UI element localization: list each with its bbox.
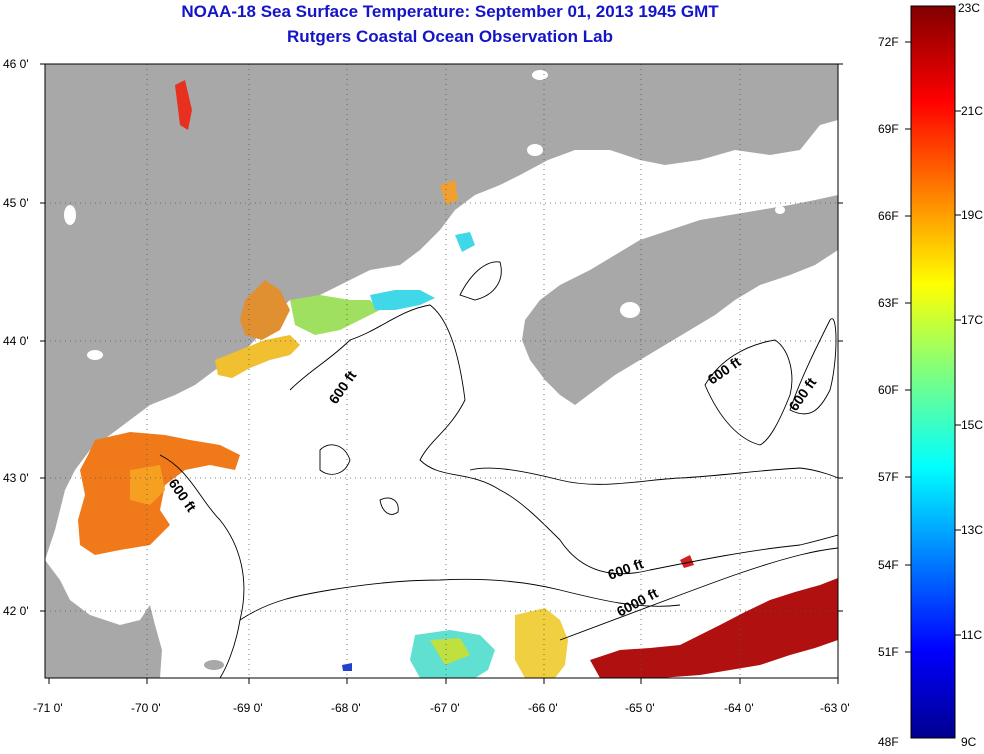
lon-label: -71 0' xyxy=(33,701,63,715)
lon-label: -64 0' xyxy=(724,701,754,715)
colorbar-f-label: 57F xyxy=(878,470,899,484)
colorbar-f-label: 51F xyxy=(878,645,899,659)
colorbar-c-label: 17C xyxy=(961,313,983,327)
cloud-specks xyxy=(64,70,785,360)
colorbar-f-label: 48F xyxy=(878,735,899,749)
colorbar-f-label: 54F xyxy=(878,558,899,572)
lon-label: -70 0' xyxy=(131,701,161,715)
land-cape-cod xyxy=(45,560,162,678)
lon-label: -68 0' xyxy=(331,701,361,715)
colorbar-c-label: 21C xyxy=(961,104,983,118)
colorbar-c-label: 15C xyxy=(961,418,983,432)
land-nova-scotia xyxy=(522,195,838,405)
colorbar-c-label: 13C xyxy=(961,523,983,537)
colorbar-c-label: 23C xyxy=(958,1,980,15)
bay-of-fundy xyxy=(560,165,790,272)
land-island xyxy=(204,660,224,670)
lon-label: -65 0' xyxy=(625,701,655,715)
colorbar-f-label: 66F xyxy=(878,209,899,223)
colorbar-f-label: 72F xyxy=(878,35,899,49)
lat-label: 45 0' xyxy=(3,196,29,210)
land-island xyxy=(106,667,134,677)
colorbar-c-label: 11C xyxy=(961,628,982,642)
sst-patches xyxy=(78,80,838,678)
lon-label: -63 0' xyxy=(820,701,850,715)
colorbar-f-label: 63F xyxy=(878,296,899,310)
lon-label: -66 0' xyxy=(528,701,558,715)
colorbar xyxy=(910,5,956,739)
map-title: NOAA-18 Sea Surface Temperature: Septemb… xyxy=(181,2,719,21)
lat-label: 44 0' xyxy=(3,334,29,348)
colorbar-c-label: 19C xyxy=(961,208,983,222)
colorbar-c-label: 9C xyxy=(961,735,977,749)
lat-label: 43 0' xyxy=(3,471,29,485)
lon-label: -67 0' xyxy=(430,701,460,715)
axis-ticks xyxy=(40,63,843,684)
lon-label: -69 0' xyxy=(233,701,263,715)
land-mainland xyxy=(45,64,838,560)
map-subtitle: Rutgers Coastal Ocean Observation Lab xyxy=(287,27,613,46)
colorbar-ticks xyxy=(905,41,961,653)
colorbar-f-label: 60F xyxy=(878,383,899,397)
map-frame xyxy=(44,63,839,679)
lat-label: 46 0' xyxy=(3,57,29,71)
graticule xyxy=(45,64,838,678)
bathymetry-contours xyxy=(159,261,838,678)
colorbar-f-label: 69F xyxy=(878,122,899,136)
lat-label: 42 0' xyxy=(3,604,29,618)
